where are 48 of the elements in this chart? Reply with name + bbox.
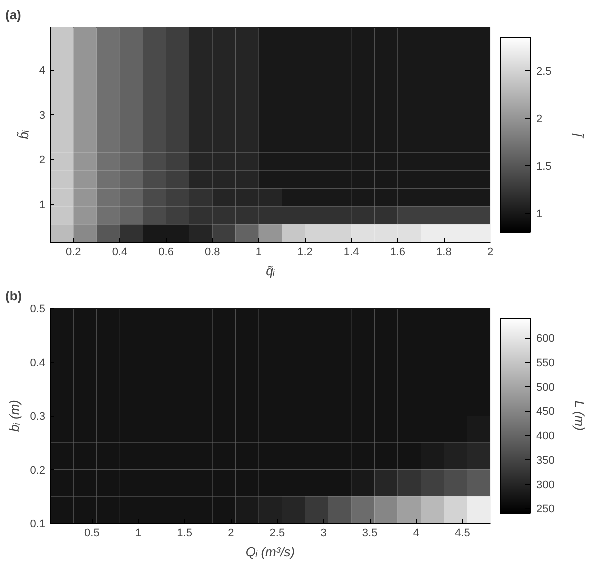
y-tick-label: 2 [39,154,46,167]
x-tick-label: 1.5 [177,528,192,540]
x-tick-label: 1 [135,528,142,540]
y-tick-label: 1 [39,199,46,212]
x-tick-label: 4 [413,528,420,540]
color-bar-label: 400 [536,430,555,442]
color-bar-label: 300 [536,479,555,492]
y-tick-label: 0.4 [30,357,46,370]
x-tick-label: 0.6 [158,246,174,258]
x-tick-label: 0.5 [84,528,100,540]
x-tick-label: 2.5 [270,528,286,540]
y-tick-label: 0.5 [30,304,46,316]
color-bar-label: 450 [536,406,555,418]
y-tick-label: 4 [39,65,46,78]
y-axis-title: bᵢ (m) [7,400,22,432]
x-tick-label: 4.5 [455,528,470,540]
color-bar-label: 350 [536,454,555,467]
x-tick-label: 1.6 [390,246,406,258]
x-axis-title: Qᵢ (m³/s) [246,544,296,560]
chart-title: (a) [6,8,22,22]
color-bar-label: 550 [536,357,555,370]
x-tick-label: 2 [228,528,234,540]
color-bar-label: 1 [536,208,543,220]
x-tick-label: 1.4 [344,246,360,258]
x-tick-label: 3.5 [362,528,378,540]
color-bar-label: 500 [536,382,555,394]
x-tick-label: 1.8 [436,246,452,258]
color-bar-label: 2.5 [536,66,552,78]
color-bar-label: 2 [536,113,543,126]
y-tick-label: 0.3 [30,411,46,423]
y-axis-title: b̃ᵢ [16,130,32,140]
y-tick-label: 3 [39,110,46,122]
chart-title: (b) [6,288,22,304]
color-bar-title: L (m) [572,400,588,431]
y-tick-label: 0.2 [30,464,46,477]
x-tick-label: 1 [256,246,262,258]
x-tick-label: 0.2 [66,246,82,258]
x-axis-title: q̃ᵢ [266,264,276,278]
y-tick-label: 0.1 [30,518,46,530]
color-bar-label: 600 [536,333,555,345]
x-tick-label: 2 [487,246,494,258]
color-bar-title: l̃ [570,133,585,140]
x-tick-label: 0.8 [204,246,220,258]
color-bar-label: 250 [536,504,555,516]
color-bar-label: 1.5 [536,160,552,173]
x-tick-label: 1.2 [298,246,313,258]
x-tick-label: 0.4 [112,246,128,258]
x-tick-label: 3 [320,528,327,540]
